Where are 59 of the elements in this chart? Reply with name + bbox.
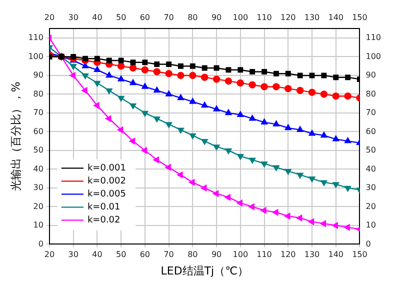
- x-tick-label: 40: [92, 250, 102, 260]
- x2-tick-label: 20: [44, 12, 55, 22]
- y2-tick-label: 10: [366, 220, 376, 230]
- x2-tick-label: 140: [328, 12, 344, 22]
- y2-tick-label: 20: [366, 202, 376, 211]
- x2-tick-label: 150: [352, 12, 368, 22]
- x-tick-label: 120: [280, 250, 296, 260]
- x-tick-label: 140: [328, 250, 344, 260]
- x2-tick-label: 90: [211, 12, 222, 22]
- legend-label: k=0.01: [87, 202, 120, 213]
- x2-tick-label: 80: [188, 12, 198, 22]
- x2-tick-label: 120: [280, 12, 296, 22]
- y2-tick-label: 100: [366, 52, 382, 61]
- x2-tick-label: 30: [68, 12, 78, 22]
- y-tick-label: 0: [38, 239, 44, 248]
- y-tick-label: 60: [33, 126, 44, 136]
- x2-tick-label: 60: [140, 12, 150, 22]
- y-tick-label: 70: [33, 108, 44, 118]
- y2-tick-label: 80: [366, 89, 376, 98]
- y2-tick-label: 40: [366, 164, 376, 174]
- x-tick-label: 150: [352, 250, 368, 260]
- legend-label: k=0.001: [87, 164, 126, 174]
- y-tick-label: 100: [28, 52, 44, 61]
- y-tick-label: 20: [33, 202, 44, 211]
- legend-label: k=0.02: [87, 216, 120, 226]
- x-tick-label: 80: [188, 250, 198, 260]
- legend-label: k=0.005: [87, 190, 126, 200]
- y-tick-label: 30: [33, 183, 44, 192]
- x-tick-label: 90: [211, 250, 222, 260]
- x2-tick-label: 70: [164, 12, 174, 22]
- x-tick-label: 50: [116, 250, 126, 260]
- x-axis-title: LED结温Tj（℃）: [160, 264, 248, 278]
- y2-tick-label: 50: [366, 146, 376, 155]
- y-tick-label: 40: [33, 164, 44, 174]
- y2-tick-label: 60: [366, 126, 376, 136]
- y2-tick-label: 70: [366, 108, 376, 118]
- x-tick-label: 70: [164, 250, 174, 260]
- y2-tick-label: 30: [366, 183, 376, 192]
- x-tick-label: 60: [140, 250, 150, 260]
- y-tick-label: 110: [28, 33, 44, 42]
- y-tick-label: 50: [33, 146, 44, 155]
- y-tick-label: 10: [33, 220, 44, 230]
- y2-tick-label: 110: [366, 33, 382, 42]
- legend-label: k=0.002: [87, 176, 126, 187]
- x2-tick-label: 110: [256, 12, 272, 22]
- x2-tick-label: 100: [232, 12, 248, 22]
- x2-tick-label: 50: [116, 12, 126, 22]
- y2-tick-label: 0: [366, 239, 371, 248]
- x-tick-label: 20: [44, 250, 55, 260]
- y-axis-title: 光输出（百分比），%: [9, 82, 22, 192]
- x-tick-label: 30: [68, 250, 78, 260]
- y2-tick-label: 90: [366, 70, 376, 80]
- x-tick-label: 130: [304, 250, 320, 260]
- y-tick-label: 80: [33, 89, 44, 98]
- x2-tick-label: 130: [304, 12, 320, 22]
- x2-tick-label: 40: [92, 12, 102, 22]
- x-tick-label: 100: [232, 250, 248, 260]
- y-tick-label: 90: [33, 70, 44, 80]
- x-tick-label: 110: [256, 250, 272, 260]
